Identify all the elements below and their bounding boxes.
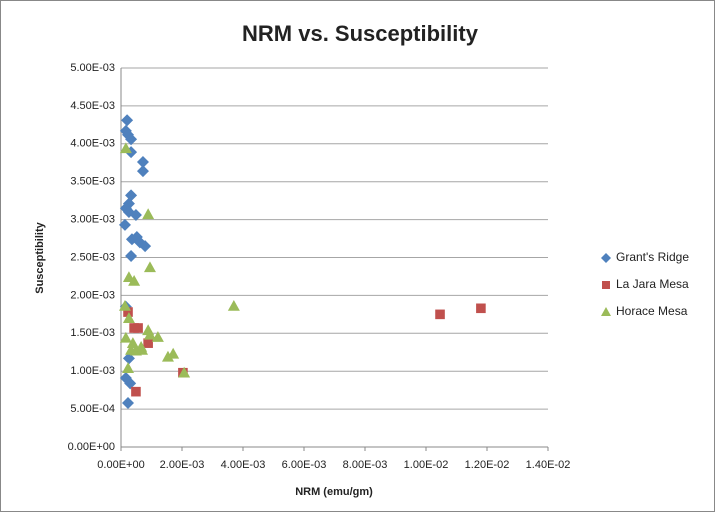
point <box>124 377 137 390</box>
point <box>161 350 174 362</box>
legend-marker <box>602 281 610 289</box>
y-tick-label: 2.50E-03 <box>70 251 115 263</box>
point <box>118 218 131 231</box>
legend-label: La Jara Mesa <box>616 277 689 291</box>
point <box>136 343 149 355</box>
point <box>122 312 135 323</box>
x-tick-label: 1.20E-02 <box>465 459 510 471</box>
point <box>167 347 180 359</box>
point <box>125 189 138 202</box>
y-tick-label: 1.50E-03 <box>70 327 115 339</box>
y-tick-label: 3.50E-03 <box>70 176 115 188</box>
point <box>476 303 486 314</box>
legend-label: Horace Mesa <box>616 304 688 318</box>
x-tick-label: 8.00E-03 <box>343 459 388 471</box>
point <box>125 249 138 262</box>
point <box>122 397 135 410</box>
y-tick-label: 4.00E-03 <box>70 138 115 150</box>
x-tick-label: 1.40E-02 <box>526 459 571 471</box>
point <box>227 300 240 311</box>
x-tick-label: 0.00E+00 <box>97 459 144 471</box>
y-tick-label: 0.00E+00 <box>68 441 115 453</box>
point <box>143 328 156 340</box>
y-tick-label: 4.50E-03 <box>70 100 115 112</box>
point <box>131 386 141 397</box>
point <box>125 133 138 146</box>
x-tick-label: 1.00E-02 <box>404 459 449 471</box>
point <box>139 240 152 253</box>
y-tick-label: 5.00E-04 <box>70 403 115 415</box>
point <box>143 261 156 273</box>
x-axis-label: NRM (emu/gm) <box>295 486 373 498</box>
point <box>142 208 155 220</box>
x-tick-label: 2.00E-03 <box>160 459 205 471</box>
point <box>128 274 141 286</box>
point <box>133 323 143 333</box>
y-tick-label: 1.00E-03 <box>70 365 115 377</box>
y-tick-label: 5.00E-03 <box>70 62 115 74</box>
point <box>118 300 131 311</box>
point <box>435 309 445 320</box>
point <box>122 362 135 373</box>
point <box>119 202 132 215</box>
point <box>119 331 132 343</box>
y-tick-label: 3.00E-03 <box>70 214 115 226</box>
legend-marker <box>601 307 611 316</box>
x-tick-label: 6.00E-03 <box>282 459 327 471</box>
point <box>151 331 164 342</box>
point <box>136 165 149 178</box>
point <box>119 142 132 154</box>
point <box>143 338 153 348</box>
point <box>129 209 142 222</box>
chart-title: NRM vs. Susceptibility <box>242 21 479 46</box>
point <box>136 155 149 168</box>
y-tick-label: 2.00E-03 <box>70 289 115 301</box>
legend-marker <box>601 253 611 263</box>
point <box>121 114 134 127</box>
x-tick-label: 4.00E-03 <box>221 459 266 471</box>
point <box>178 366 191 378</box>
legend-label: Grant's Ridge <box>616 250 689 264</box>
point <box>119 372 132 385</box>
y-axis-label: Susceptibility <box>34 221 46 293</box>
